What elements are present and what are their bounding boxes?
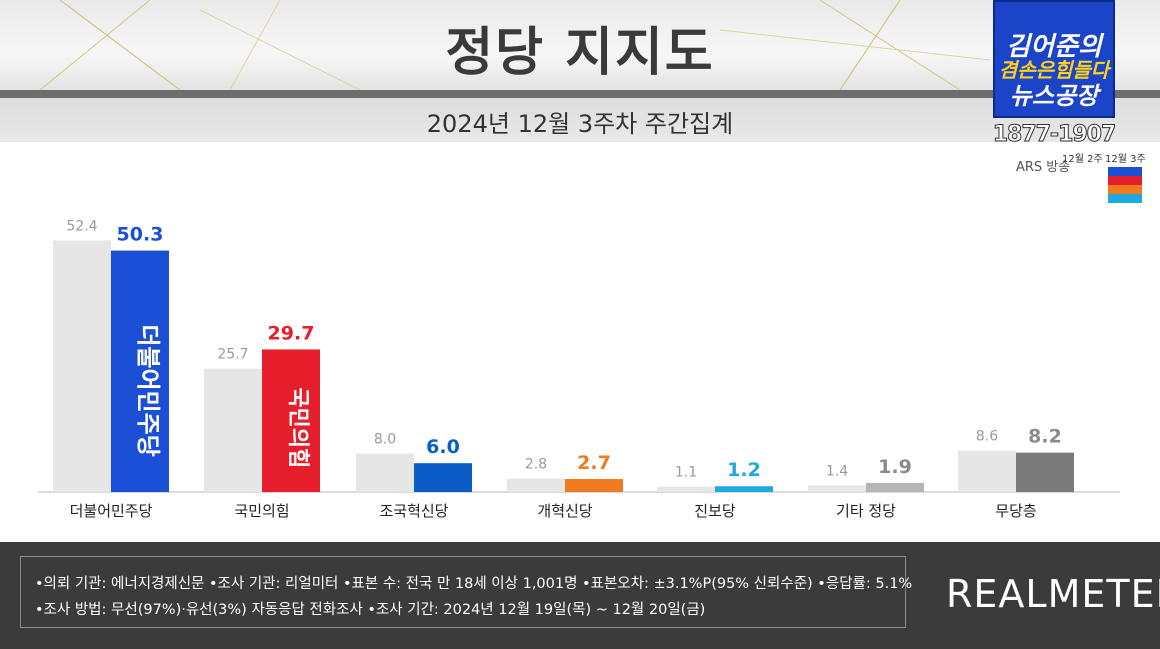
value-label-prev-3: 2.8 bbox=[525, 457, 547, 473]
bar-curr-4 bbox=[715, 486, 773, 492]
legend-swatch-orange bbox=[1108, 185, 1142, 194]
value-label-curr-0: 50.3 bbox=[117, 224, 164, 246]
survey-type-label: ARS 방송 bbox=[1016, 160, 1071, 175]
program-logo-line2: 겸손은힘들다 bbox=[998, 58, 1110, 82]
value-label-prev-0: 52.4 bbox=[66, 218, 97, 234]
survey-notes-box: •의뢰 기관: 에너지경제신문 •조사 기관: 리얼미터 •표본 수: 전국 만… bbox=[20, 556, 912, 628]
value-label-prev-6: 8.6 bbox=[976, 429, 998, 445]
header-divider bbox=[0, 90, 1160, 98]
value-label-curr-1: 29.7 bbox=[268, 322, 315, 344]
category-label-0: 더불어민주당 bbox=[70, 502, 153, 520]
program-logo: 김어준의 겸손은힘들다 뉴스공장 bbox=[993, 0, 1115, 118]
survey-note-1: •의뢰 기관: 에너지경제신문 •조사 기관: 리얼미터 •표본 수: 전국 만… bbox=[35, 576, 913, 592]
bar-curr-0 bbox=[111, 250, 169, 492]
value-label-curr-3: 2.7 bbox=[577, 452, 611, 474]
category-label-4: 진보당 bbox=[694, 502, 736, 520]
bar-prev-3 bbox=[507, 478, 565, 492]
value-label-curr-2: 6.0 bbox=[426, 436, 460, 458]
subtitle-band: 2024년 12월 3주차 주간집계 bbox=[0, 98, 1160, 142]
category-label-5: 기타 정당 bbox=[836, 502, 896, 520]
bar-curr-2 bbox=[414, 463, 472, 492]
value-label-curr-6: 8.2 bbox=[1028, 426, 1062, 448]
value-label-curr-4: 1.2 bbox=[727, 459, 761, 481]
chart-title: 정당 지지도 bbox=[445, 23, 715, 83]
decorative-lines bbox=[39, 0, 991, 90]
legend-swatch-cyan bbox=[1108, 194, 1142, 203]
value-label-prev-5: 1.4 bbox=[826, 463, 848, 479]
program-logo-line1: 김어준의 bbox=[1006, 32, 1102, 62]
bar-curr-5 bbox=[866, 482, 924, 492]
category-label-3: 개혁신당 bbox=[537, 502, 592, 520]
bar-prev-1 bbox=[204, 368, 262, 492]
bar-prev-2 bbox=[356, 453, 414, 492]
realmeter-logo: REALMETER bbox=[946, 572, 1160, 616]
header-banner: 정당 지지도 bbox=[0, 0, 1160, 90]
bar-prev-5 bbox=[808, 485, 866, 492]
program-logo-line3: 뉴스공장 bbox=[1009, 82, 1099, 110]
legend-swatch-red bbox=[1108, 176, 1142, 185]
democratic-party-logo: 더불어민주당 bbox=[134, 324, 162, 456]
bar-prev-6 bbox=[958, 450, 1016, 492]
legend-week-prev: 12월 2주 bbox=[1062, 154, 1103, 165]
survey-note-2: •조사 방법: 무선(97%)·유선(3%) 자동응답 전화조사 •조사 기간:… bbox=[35, 602, 706, 618]
footer-panel: •의뢰 기관: 에너지경제신문 •조사 기관: 리얼미터 •표본 수: 전국 만… bbox=[0, 542, 1160, 649]
bar-prev-4 bbox=[657, 486, 715, 492]
bar-prev-0 bbox=[53, 240, 111, 492]
phone-number: 1877-1907 bbox=[992, 122, 1117, 148]
bar-curr-6 bbox=[1016, 452, 1074, 492]
category-label-6: 무당층 bbox=[995, 502, 1036, 520]
bars-group bbox=[53, 240, 1074, 492]
category-label-2: 조국혁신당 bbox=[379, 502, 448, 520]
chart-subtitle: 2024년 12월 3주차 주간집계 bbox=[426, 110, 734, 138]
legend-swatch-blue bbox=[1108, 167, 1142, 176]
bar-curr-3 bbox=[565, 479, 623, 492]
value-label-prev-1: 25.7 bbox=[217, 347, 248, 363]
labels-group: 52.4 50.3 더불어민주당 25.7 29.7 국민의힘 8.0 6.0 조국혁신당 2.8… bbox=[66, 218, 1061, 520]
category-label-1: 국민의힘 bbox=[234, 502, 289, 520]
bar-curr-1 bbox=[262, 349, 320, 492]
value-label-prev-4: 1.1 bbox=[675, 465, 697, 481]
value-label-prev-2: 8.0 bbox=[374, 432, 396, 448]
ppp-party-logo: 국민의힘 bbox=[285, 387, 310, 468]
bar-chart: 52.4 50.3 더불어민주당 25.7 29.7 국민의힘 8.0 6.0 조국혁신당 2.8… bbox=[38, 218, 1120, 520]
legend-week-curr: 12월 3주 bbox=[1105, 154, 1146, 165]
value-label-curr-5: 1.9 bbox=[878, 456, 912, 478]
